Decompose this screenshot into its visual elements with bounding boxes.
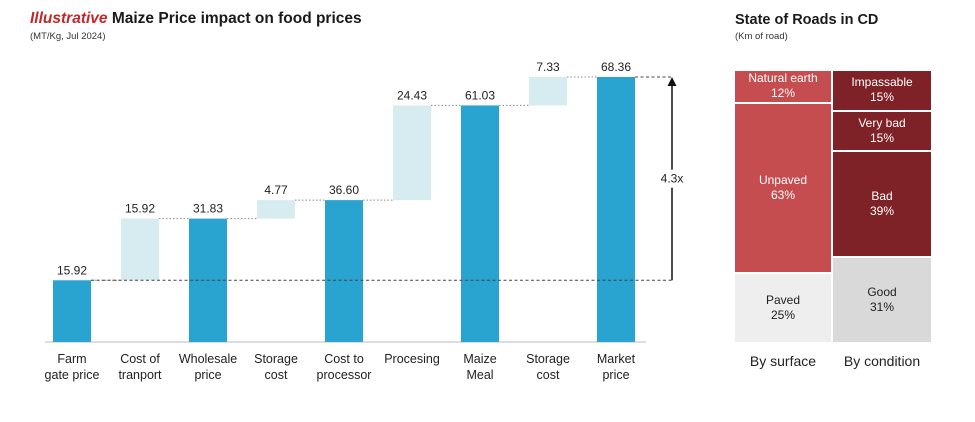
segment-name: Very bad	[858, 115, 906, 130]
segment-name: Bad	[871, 189, 893, 204]
x-tick-label: Storage cost	[254, 352, 298, 382]
segment-percent: 31%	[869, 299, 895, 314]
mekko-segment: Natural earth 12%	[735, 71, 831, 102]
x-tick-label: Storage cost	[526, 352, 570, 382]
multiplier-arrow-head	[667, 77, 677, 86]
x-tick-label: Farm gate price	[44, 352, 100, 382]
mekko-column-label: By condition	[843, 353, 921, 369]
chart-subtitle: (MT/Kg, Jul 2024)	[30, 31, 106, 42]
chart-title-highlight: Illustrative	[30, 10, 108, 27]
segment-percent: 12%	[770, 86, 796, 101]
x-tick-label: Cost to processor	[316, 352, 372, 382]
bar-value-label: 7.33	[536, 60, 560, 74]
mekko-segment: Bad 39%	[833, 152, 931, 256]
multiplier-label: 4.3x	[661, 172, 684, 186]
segment-percent: 15%	[869, 130, 895, 145]
chart-title: Illustrative Maize Price impact on food …	[30, 10, 362, 28]
segment-percent: 39%	[869, 204, 895, 219]
segment-percent: 63%	[770, 187, 796, 202]
total-bar	[461, 105, 499, 342]
bar-value-label: 61.03	[465, 88, 495, 102]
total-bar	[597, 77, 635, 342]
mekko-segment: Impassable 15%	[833, 71, 931, 110]
x-tick-label: Market price	[596, 352, 636, 382]
bar-value-label: 36.60	[329, 183, 359, 197]
delta-bar	[393, 105, 431, 201]
total-bar	[325, 200, 363, 342]
roads-title: State of Roads in CD	[735, 12, 879, 28]
bar-value-label: 68.36	[601, 60, 631, 74]
bar-value-label: 4.77	[264, 183, 288, 197]
segment-percent: 25%	[770, 308, 796, 323]
segment-name: Impassable	[851, 75, 913, 90]
total-bar	[53, 280, 91, 342]
delta-bar	[121, 218, 159, 281]
mekko-segment: Good 31%	[833, 257, 931, 342]
multiplier-label-bg	[656, 169, 688, 188]
segment-percent: 15%	[869, 90, 895, 105]
delta-bar	[257, 200, 295, 219]
mekko-segment: Very bad 15%	[833, 111, 931, 151]
x-tick-label: Cost of tranport	[118, 352, 162, 382]
x-tick-label: Wholesale price	[178, 352, 238, 382]
x-tick-label: Maize Meal	[463, 352, 497, 382]
bar-value-label: 15.92	[125, 202, 155, 216]
mekko-segment: Unpaved 63%	[735, 103, 831, 273]
x-tick-label: Procesing	[384, 352, 440, 366]
chart-title-text: Maize Price impact on food prices	[111, 10, 362, 27]
delta-bar	[529, 77, 567, 106]
bar-value-label: 24.43	[397, 88, 427, 102]
roads-subtitle: (Km of road)	[735, 31, 788, 42]
bar-value-label: 15.92	[57, 263, 87, 277]
segment-name: Good	[867, 284, 897, 299]
segment-name: Unpaved	[758, 172, 808, 187]
segment-name: Paved	[765, 293, 801, 308]
mekko-column-label: By surface	[749, 353, 817, 369]
mekko-segment: Paved 25%	[735, 274, 831, 342]
bar-value-label: 31.83	[193, 202, 223, 216]
segment-name: Natural earth	[748, 71, 818, 86]
